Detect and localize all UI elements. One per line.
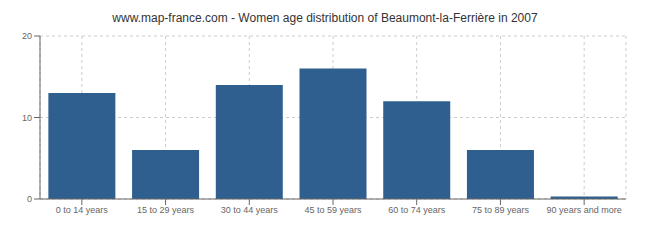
svg-text:60 to 74 years: 60 to 74 years [388,205,446,215]
svg-text:0: 0 [27,194,32,204]
svg-text:75 to 89 years: 75 to 89 years [472,205,530,215]
svg-text:90 years and more: 90 years and more [547,205,622,215]
html-text:www.map-france.com - Women age: www.map-france.com - Women age distribut… [112,11,538,25]
svg-text:0 to 14 years: 0 to 14 years [56,205,109,215]
svg-text:10: 10 [22,113,32,123]
svg-text:15 to 29 years: 15 to 29 years [137,205,195,215]
svg-text:45 to 59 years: 45 to 59 years [304,205,362,215]
svg-text:20: 20 [22,31,32,41]
svg-text:30 to 44 years: 30 to 44 years [221,205,279,215]
